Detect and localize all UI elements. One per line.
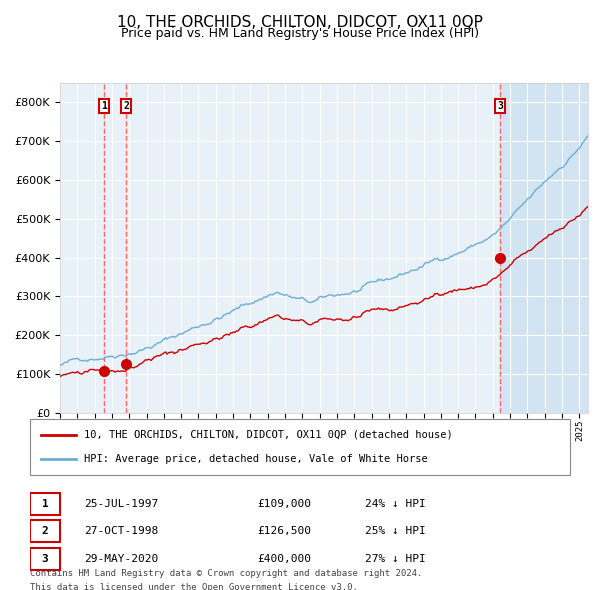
- Text: 25-JUL-1997: 25-JUL-1997: [84, 499, 158, 509]
- Text: Price paid vs. HM Land Registry's House Price Index (HPI): Price paid vs. HM Land Registry's House …: [121, 27, 479, 40]
- Text: 1: 1: [42, 499, 49, 509]
- Text: 2: 2: [42, 526, 49, 536]
- Text: 10, THE ORCHIDS, CHILTON, DIDCOT, OX11 0QP: 10, THE ORCHIDS, CHILTON, DIDCOT, OX11 0…: [117, 15, 483, 30]
- Text: 29-MAY-2020: 29-MAY-2020: [84, 553, 158, 563]
- Text: 2: 2: [123, 101, 129, 111]
- Bar: [500, 83, 588, 413]
- FancyBboxPatch shape: [30, 520, 60, 542]
- Text: This data is licensed under the Open Government Licence v3.0.: This data is licensed under the Open Gov…: [30, 583, 358, 590]
- Text: 3: 3: [42, 553, 49, 563]
- FancyBboxPatch shape: [30, 548, 60, 569]
- Text: 1: 1: [101, 101, 107, 111]
- Text: HPI: Average price, detached house, Vale of White Horse: HPI: Average price, detached house, Vale…: [84, 454, 428, 464]
- Text: Contains HM Land Registry data © Crown copyright and database right 2024.: Contains HM Land Registry data © Crown c…: [30, 569, 422, 578]
- Text: 25% ↓ HPI: 25% ↓ HPI: [365, 526, 425, 536]
- Text: 3: 3: [497, 101, 503, 111]
- Text: £109,000: £109,000: [257, 499, 311, 509]
- Text: 27-OCT-1998: 27-OCT-1998: [84, 526, 158, 536]
- Text: £126,500: £126,500: [257, 526, 311, 536]
- FancyBboxPatch shape: [30, 419, 570, 475]
- Text: £400,000: £400,000: [257, 553, 311, 563]
- FancyBboxPatch shape: [30, 493, 60, 514]
- Text: 27% ↓ HPI: 27% ↓ HPI: [365, 553, 425, 563]
- Bar: [500, 83, 588, 413]
- Text: 24% ↓ HPI: 24% ↓ HPI: [365, 499, 425, 509]
- Text: 10, THE ORCHIDS, CHILTON, DIDCOT, OX11 0QP (detached house): 10, THE ORCHIDS, CHILTON, DIDCOT, OX11 0…: [84, 430, 453, 440]
